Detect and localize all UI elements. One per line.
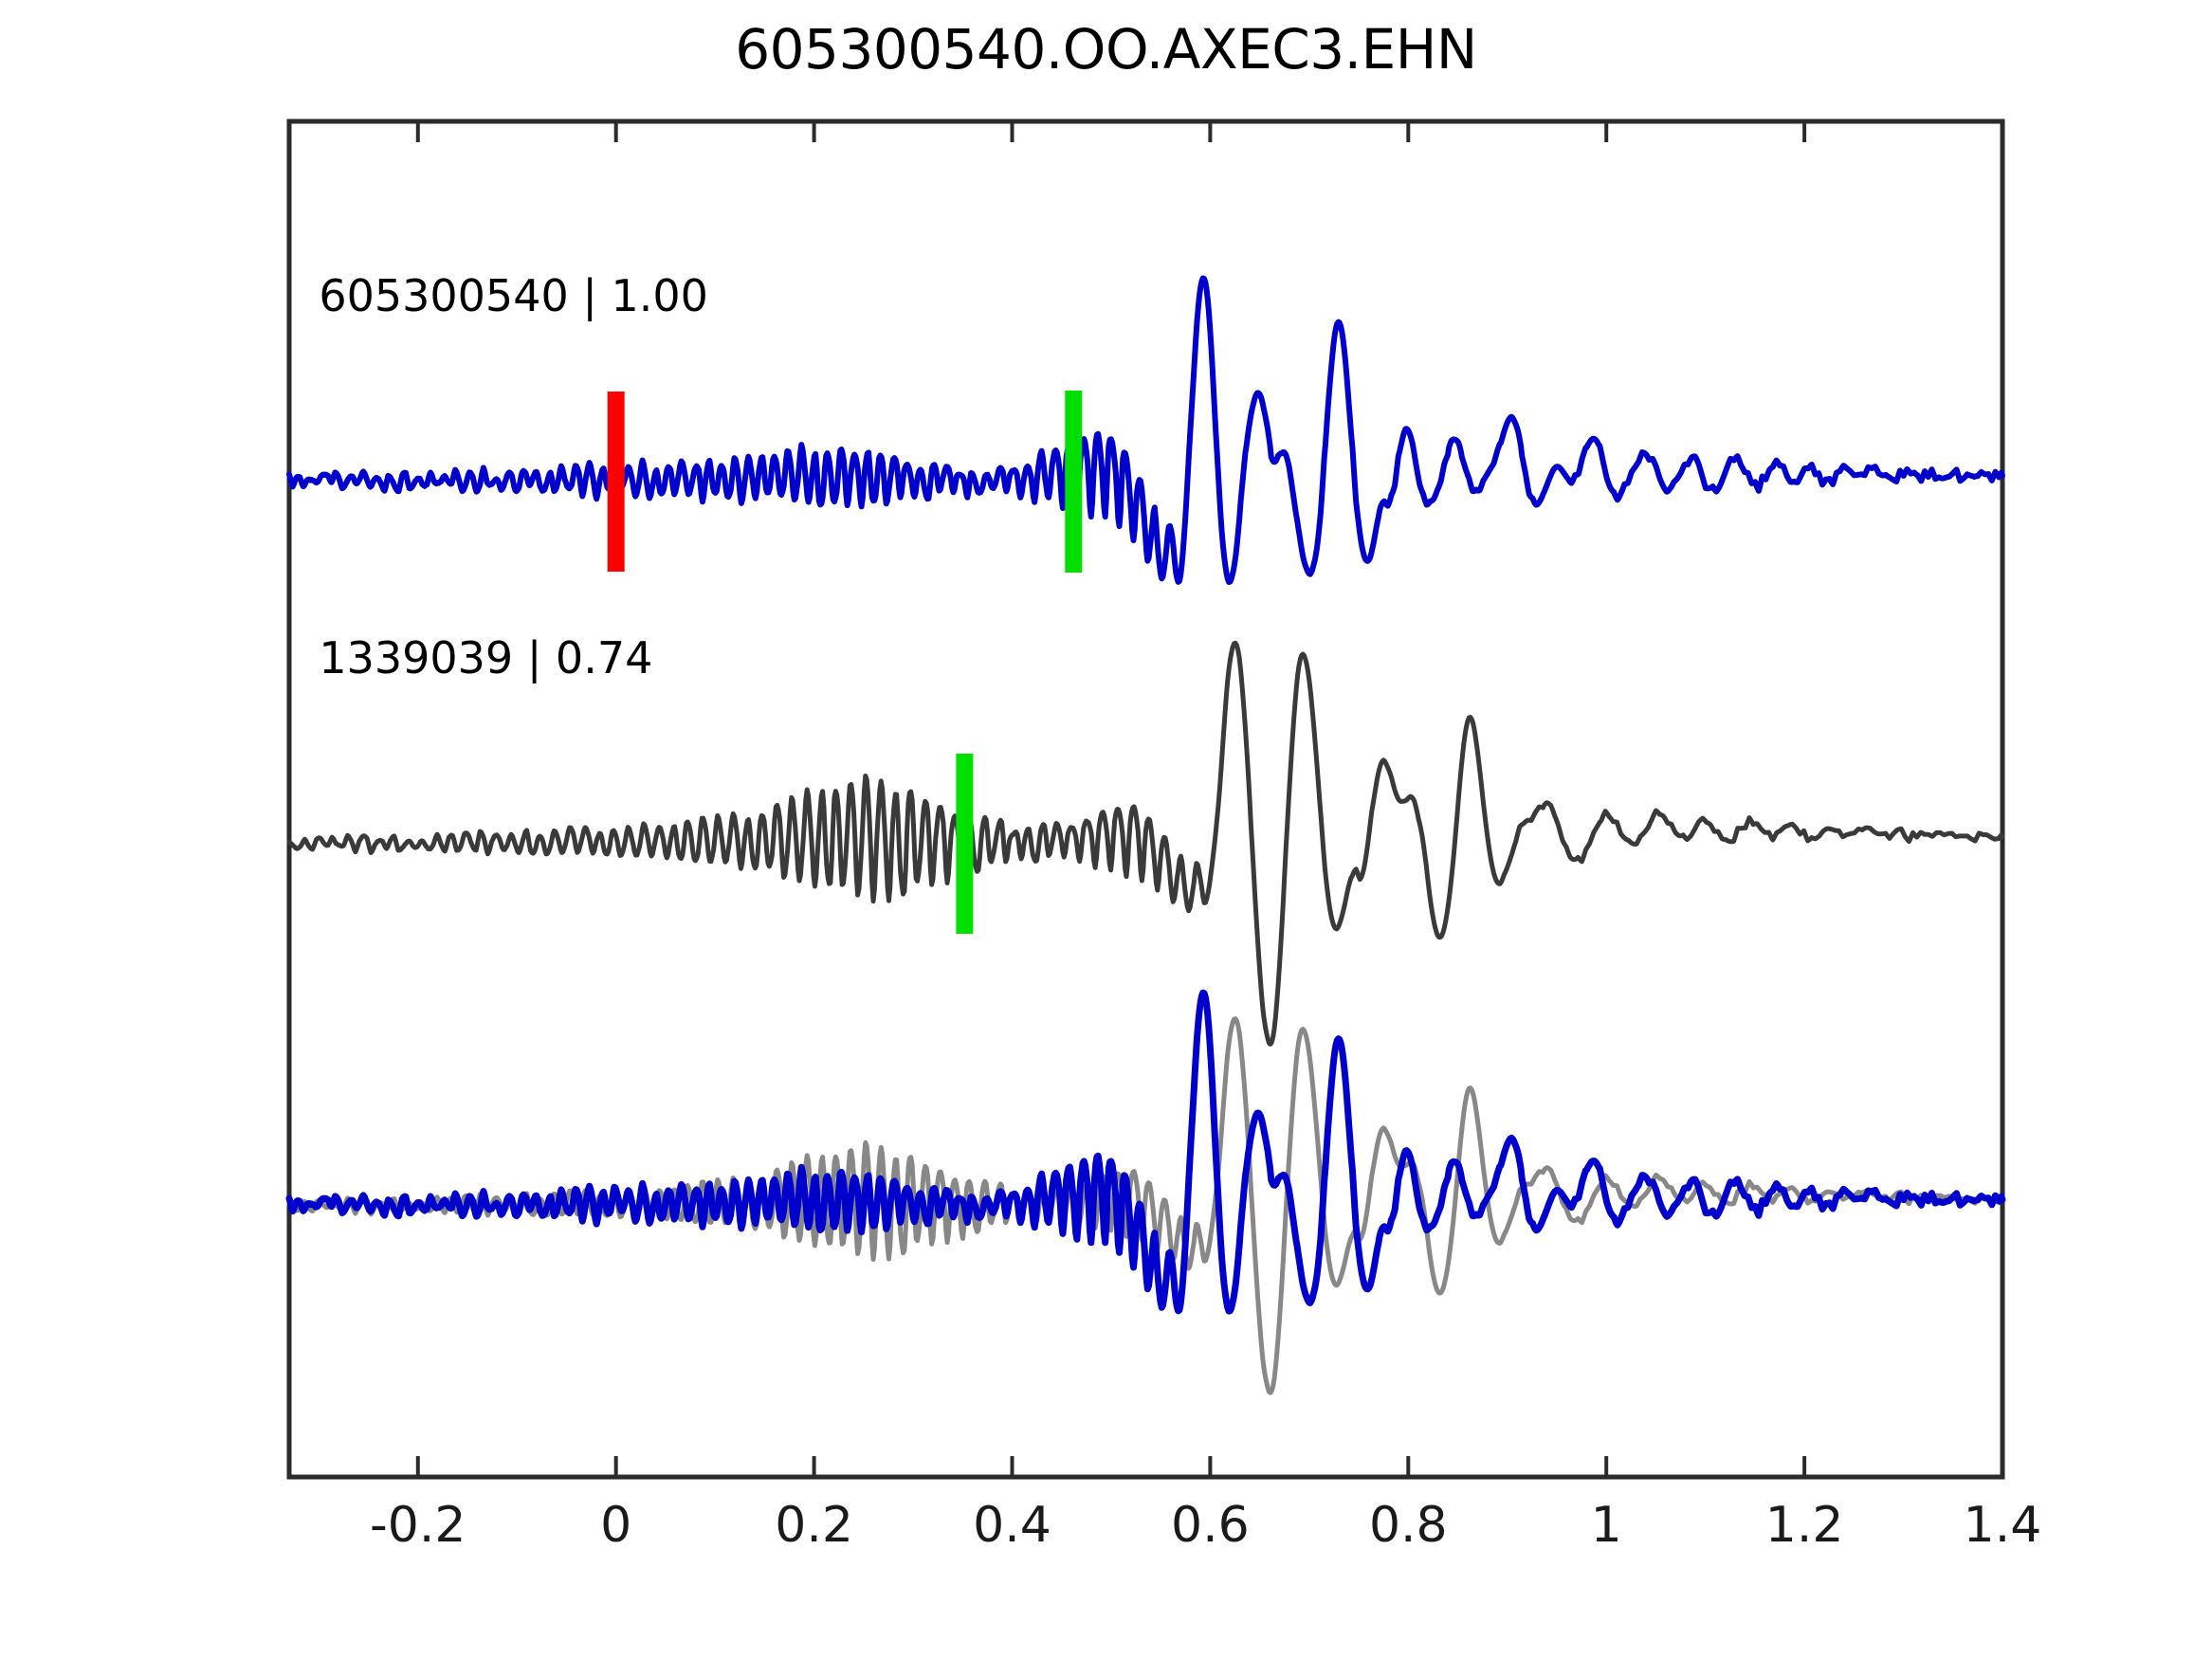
trace-group <box>285 275 2006 1395</box>
marker-origin-pick <box>607 392 625 572</box>
x-tick-label-1: 0 <box>600 1497 631 1554</box>
x-tick-label-2: 0.2 <box>775 1497 853 1554</box>
marker-phase-pick-detection <box>956 754 974 934</box>
x-tick-label-0: -0.2 <box>370 1497 466 1554</box>
x-tick-label-5: 0.8 <box>1369 1497 1448 1554</box>
pick-marker-group <box>607 391 1083 934</box>
x-tick-label-3: 0.4 <box>973 1497 1051 1554</box>
trace-panel1-605300540 <box>286 275 2005 586</box>
axis-frame <box>286 118 2005 1480</box>
trace-panel3-overlay-blue <box>285 989 2006 1315</box>
marker-phase-pick-template <box>1065 391 1083 573</box>
trace-annotation-1: 605300540 | 1.00 <box>319 270 708 322</box>
x-axis-tick-labels: -0.2 0 0.2 0.4 0.6 0.8 1 1.2 1.4 <box>370 1497 2041 1554</box>
x-tick-label-6: 1 <box>1591 1497 1622 1554</box>
x-tick-label-4: 0.6 <box>1171 1497 1250 1554</box>
x-axis-ticks <box>415 121 2004 1477</box>
trace-panel2-1339039 <box>286 640 2005 1047</box>
x-tick-label-8: 1.4 <box>1964 1497 2042 1554</box>
page-title: 605300540.OO.AXEC3.EHN <box>735 17 1477 82</box>
x-tick-label-7: 1.2 <box>1765 1497 1844 1554</box>
trace-annotation-2: 1339039 | 0.74 <box>319 632 652 684</box>
trace-annotation-group: 605300540 | 1.00 1339039 | 0.74 <box>319 270 708 684</box>
